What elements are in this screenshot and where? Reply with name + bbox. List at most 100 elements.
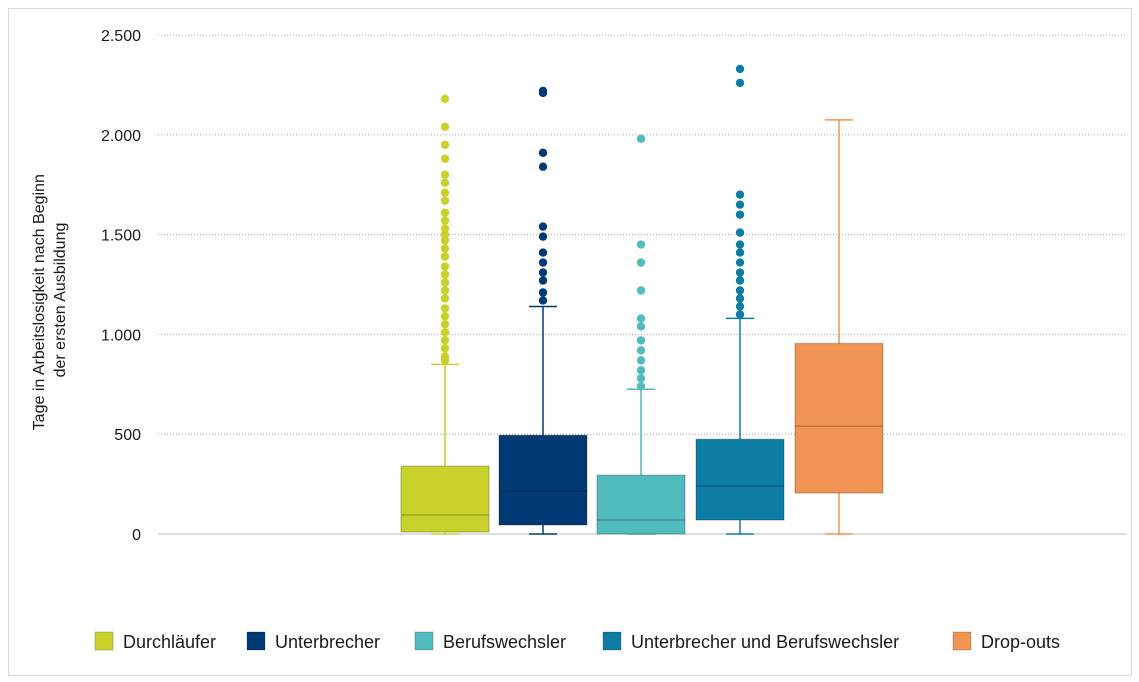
- outlier-point: [440, 154, 450, 163]
- outlier-point: [735, 286, 745, 295]
- outlier-point: [440, 328, 450, 337]
- y-axis-label-line-2: der ersten Ausbildung: [52, 223, 69, 378]
- outlier-point: [440, 352, 450, 361]
- outlier-point: [538, 162, 548, 171]
- outlier-point: [440, 122, 450, 132]
- y-tick-label: 2.500: [101, 28, 141, 45]
- outlier-point: [440, 140, 450, 149]
- y-axis-label-line-1: Tage in Arbeitslosigkeit nach Beginn: [31, 174, 48, 430]
- outlier-point: [735, 268, 745, 277]
- gridlines: [158, 34, 1127, 535]
- chart-frame: [8, 8, 1132, 676]
- box-series-2: [498, 86, 588, 535]
- outlier-point: [440, 230, 450, 239]
- outlier-point: [636, 134, 646, 143]
- outlier-point: [735, 210, 745, 219]
- outlier-point: [440, 170, 450, 179]
- legend-label: Unterbrecher: [275, 632, 380, 652]
- legend-label: Berufswechsler: [443, 632, 566, 652]
- outlier-point: [440, 336, 450, 345]
- outlier-point: [636, 374, 646, 383]
- outlier-point: [440, 236, 450, 245]
- outlier-point: [440, 262, 450, 271]
- outlier-point: [538, 232, 548, 241]
- outlier-point: [735, 240, 745, 249]
- box: [400, 465, 490, 533]
- outlier-point: [636, 286, 646, 295]
- outlier-point: [735, 78, 745, 88]
- outlier-point: [636, 314, 646, 323]
- outlier-point: [538, 268, 548, 277]
- outlier-point: [735, 302, 745, 311]
- outlier-point: [636, 346, 646, 355]
- outlier-point: [538, 258, 548, 267]
- outlier-point: [735, 64, 745, 74]
- outlier-point: [735, 248, 745, 257]
- outlier-point: [636, 356, 646, 365]
- y-axis-label: Tage in Arbeitslosigkeit nach Beginn der…: [31, 170, 69, 431]
- outlier-point: [538, 276, 548, 285]
- legend-swatch: [602, 631, 622, 651]
- outlier-point: [440, 178, 450, 187]
- outlier-point: [440, 196, 450, 205]
- outlier-point: [636, 322, 646, 331]
- outlier-point: [735, 310, 745, 319]
- box-series-1: [400, 94, 490, 535]
- box-series-3: [596, 134, 686, 535]
- outlier-point: [440, 286, 450, 295]
- outlier-point: [735, 276, 745, 285]
- outlier-point: [538, 248, 548, 257]
- outlier-point: [538, 296, 548, 305]
- box: [794, 342, 884, 494]
- box: [695, 438, 785, 521]
- outlier-point: [735, 200, 745, 209]
- outlier-point: [440, 304, 450, 313]
- y-tick-label: 1.500: [101, 228, 141, 245]
- outlier-point: [636, 336, 646, 345]
- legend-label: Durchläufer: [123, 632, 216, 652]
- outlier-point: [440, 216, 450, 225]
- outlier-point: [636, 258, 646, 267]
- outlier-point: [735, 190, 745, 199]
- outlier-point: [440, 94, 450, 104]
- outlier-point: [440, 270, 450, 279]
- outlier-point: [538, 288, 548, 297]
- box: [498, 434, 588, 526]
- box: [596, 474, 686, 535]
- outlier-point: [440, 252, 450, 261]
- outlier-point: [538, 86, 548, 96]
- outlier-point: [735, 228, 745, 237]
- outlier-point: [440, 294, 450, 303]
- outlier-point: [440, 278, 450, 287]
- y-tick-label: 2.000: [101, 128, 141, 145]
- outlier-point: [636, 240, 646, 249]
- y-axis-ticks: 0 500 1.000 1.500 2.000 2.500: [101, 28, 141, 544]
- legend-label: Unterbrecher und Berufswechsler: [631, 632, 899, 652]
- outlier-point: [440, 244, 450, 253]
- legend-swatch: [952, 631, 972, 651]
- legend-swatch: [246, 631, 266, 651]
- outlier-point: [440, 208, 450, 217]
- y-tick-label: 0: [132, 527, 141, 544]
- outlier-point: [735, 294, 745, 303]
- legend-label: Drop-outs: [981, 632, 1060, 652]
- outlier-point: [538, 222, 548, 231]
- outlier-point: [735, 258, 745, 267]
- legend: Durchläufer Unterbrecher Berufswechsler Unt…: [94, 631, 1060, 652]
- outlier-point: [636, 366, 646, 375]
- box-series-5: [794, 119, 884, 535]
- legend-swatch: [94, 631, 114, 651]
- outlier-point: [636, 382, 646, 391]
- y-tick-label: 1.000: [101, 327, 141, 344]
- outlier-point: [440, 344, 450, 353]
- outlier-point: [538, 148, 548, 157]
- outlier-point: [440, 224, 450, 233]
- box-series: [400, 64, 884, 535]
- y-tick-label: 500: [114, 427, 141, 444]
- box-series-4: [695, 64, 785, 535]
- legend-swatch: [414, 631, 434, 651]
- outlier-point: [440, 188, 450, 197]
- outlier-point: [440, 320, 450, 329]
- outlier-point: [440, 312, 450, 321]
